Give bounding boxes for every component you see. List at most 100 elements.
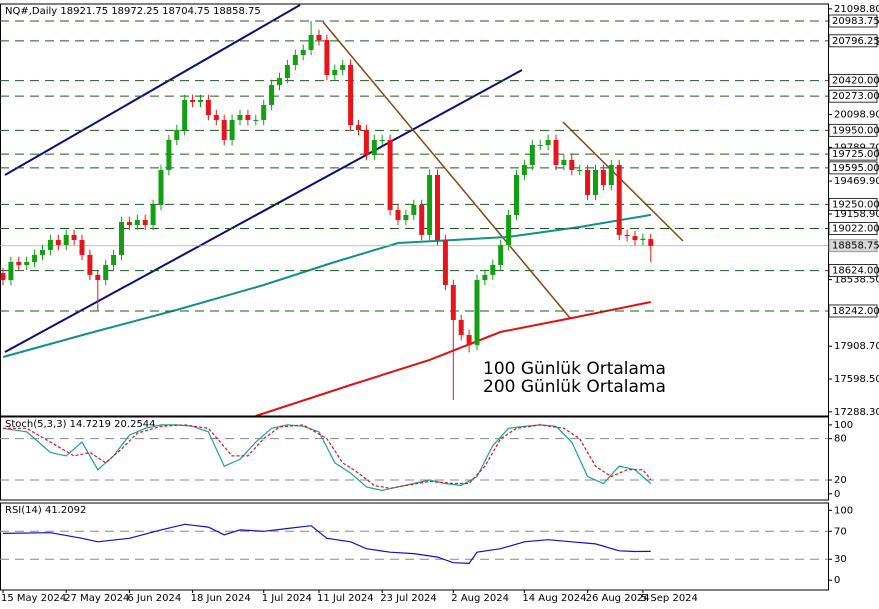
candle-body: [119, 222, 124, 255]
candle-body: [356, 125, 361, 131]
drawings: [2, 4, 684, 416]
candle-body: [521, 165, 527, 175]
candle-body: [648, 239, 654, 246]
candle-body: [506, 214, 512, 245]
x-tick-label: 15 May 2024: [1, 593, 66, 604]
candle-body: [395, 209, 401, 221]
candle-body: [103, 264, 109, 280]
panel-title: RSI(14) 41.2092: [5, 505, 86, 516]
level-label: 19022.00: [832, 223, 879, 234]
level-label-box: [828, 264, 878, 277]
series-annotation: 100 Günlük Ortalama: [483, 359, 666, 379]
candle-body: [150, 205, 156, 225]
y-tick-label: 0: [834, 489, 840, 500]
x-tick-label: 5 Sep 2024: [641, 593, 698, 604]
candle-body: [142, 220, 148, 225]
channel-line: [4, 4, 301, 176]
y-tick-label: 0: [834, 575, 840, 586]
level-label-box: [828, 14, 878, 28]
candle-body: [134, 220, 140, 225]
level-label: 20796.25: [832, 36, 879, 47]
x-tick-label: 14 Aug 2024: [522, 593, 586, 604]
level-label: 19950.00: [832, 125, 879, 136]
candle-body: [371, 139, 377, 155]
panel-title: NQ#,Daily 18921.75 18972.25 18704.75 188…: [5, 6, 261, 17]
y-tick-label: 100: [834, 420, 853, 431]
y-tick-label: 21098.80: [834, 4, 879, 15]
candle-body: [316, 35, 322, 41]
y-tick-label: 80: [834, 434, 847, 445]
y-tick-label: 100: [834, 505, 853, 516]
candle-body: [514, 174, 519, 215]
candle-body: [577, 169, 583, 171]
series-line: [2, 213, 651, 358]
level-label-box: [828, 222, 878, 235]
candle-body: [0, 273, 6, 280]
candle-body: [419, 205, 425, 235]
candle-body: [435, 174, 440, 241]
x-tick-label: 11 Jul 2024: [317, 593, 374, 604]
candle-body: [387, 139, 393, 210]
y-tick-label: 18538.50: [834, 275, 879, 286]
candle-body: [498, 244, 504, 265]
candle-body: [624, 234, 630, 237]
candle-body: [182, 99, 188, 131]
candle-body: [379, 139, 385, 141]
candle-body: [166, 139, 172, 170]
candle-body: [158, 169, 164, 206]
level-label-box: [828, 197, 878, 211]
candle-body: [545, 139, 551, 146]
y-tick-label: 17288.30: [834, 407, 879, 418]
candle-body: [261, 104, 267, 120]
y-tick-label: 19469.90: [834, 176, 879, 187]
x-tick-label: 6 Jun 2024: [127, 593, 181, 604]
candle-body: [608, 165, 614, 186]
candle-body: [474, 279, 480, 345]
trend-line: [562, 121, 684, 242]
candle-body: [47, 240, 53, 250]
x-tick-label: 27 May 2024: [64, 593, 129, 604]
candle-body: [174, 130, 180, 140]
candle-body: [111, 254, 117, 265]
y-tick-label: 70: [834, 526, 847, 537]
y-tick-label: 20098.90: [834, 110, 879, 121]
last-price-label: 18858.75: [832, 241, 879, 252]
candle-body: [569, 159, 575, 170]
candle-body: [348, 64, 354, 126]
candle-body: [40, 249, 45, 255]
candle-body: [126, 222, 132, 225]
candle-body: [450, 284, 456, 320]
level-label: 19250.00: [832, 199, 879, 210]
candle-body: [458, 319, 464, 335]
y-tick-label: 17908.70: [834, 341, 879, 352]
series-line: [255, 301, 651, 416]
candle-body: [632, 236, 638, 241]
series-annotation: 200 Günlük Ortalama: [483, 377, 666, 397]
candle-body: [221, 119, 227, 140]
x-tick-label: 2 Aug 2024: [451, 593, 509, 604]
candle-body: [600, 169, 606, 186]
candle-body: [55, 240, 61, 245]
candle-body: [585, 169, 591, 195]
candle-body: [553, 139, 559, 166]
candle-body: [95, 274, 101, 280]
last-price-box: [828, 239, 878, 253]
x-tick-label: 1 Jul 2024: [262, 593, 312, 604]
candle-body: [324, 40, 330, 76]
candle-body: [63, 234, 69, 245]
x-tick-label: 26 Aug 2024: [586, 593, 650, 604]
candle-body: [284, 64, 290, 78]
candle-body: [269, 84, 275, 105]
panel-title: Stoch(5,3,3) 14.7219 20.2544: [5, 419, 156, 430]
candle-body: [205, 99, 211, 115]
level-label-box: [828, 123, 878, 137]
level-label: 20420.00: [832, 76, 879, 87]
level-label: 19725.00: [832, 149, 879, 160]
candle-body: [537, 145, 543, 147]
candle-body: [466, 334, 472, 345]
candle-body: [190, 99, 196, 102]
level-label-box: [828, 147, 878, 161]
candle-body: [442, 240, 448, 285]
candle-body: [490, 264, 496, 275]
